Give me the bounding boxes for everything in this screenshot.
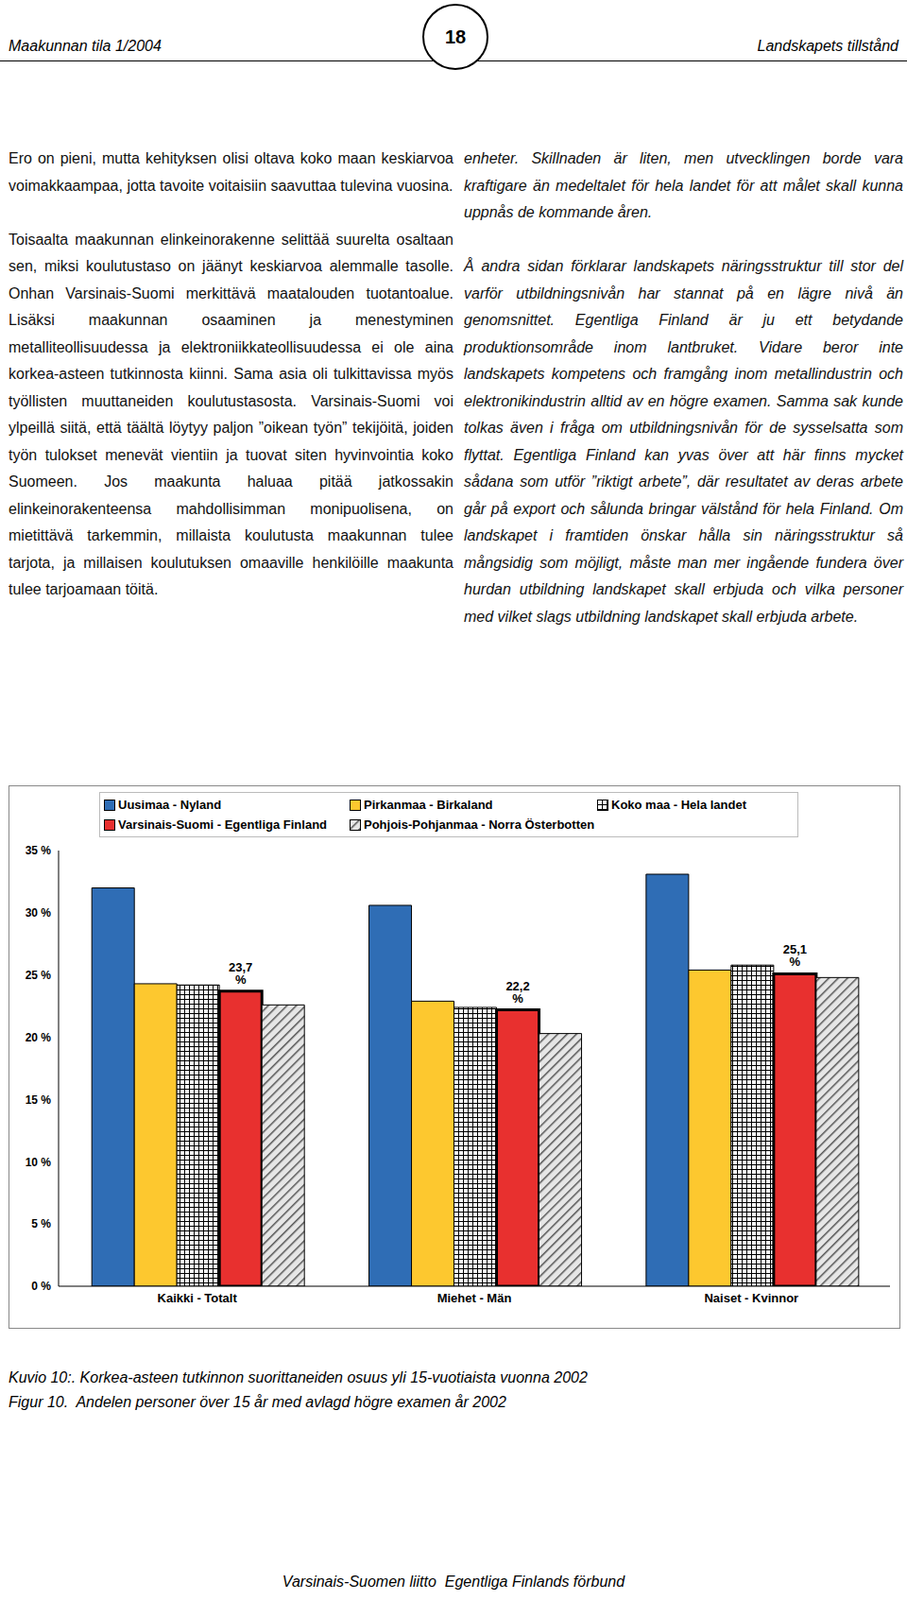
svg-text:Naiset - Kvinnor: Naiset - Kvinnor [703,1290,799,1305]
svg-text:25 %: 25 % [25,968,52,982]
html-text:Pirkanmaa - Birkaland: Pirkanmaa - Birkaland [363,797,493,812]
html-text:18: 18 [444,25,466,47]
html-text:Koko maa - Hela landet: Koko maa - Hela landet [611,797,747,812]
svg-text:0 %: 0 % [31,1279,52,1293]
html-text:Varsinais-Suomi - Egentliga Fi: Varsinais-Suomi - Egentliga Finland [118,817,327,832]
html-text:enheter. Skillnaden är liten,: enheter. Skillnaden är liten, men utveck… [463,150,904,221]
html-text:Kuvio 10:. Korkea-asteen tutki: Kuvio 10:. Korkea-asteen tutkinnon suori… [8,1369,588,1386]
svg-text:15 %: 15 % [25,1093,52,1107]
svg-text:23,7%: 23,7% [228,959,253,987]
svg-text:Miehet - Män: Miehet - Män [437,1290,513,1305]
svg-text:Kaikki - Totalt: Kaikki - Totalt [157,1290,239,1305]
html-text:Figur 10. Andelen personer öve: Figur 10. Andelen personer över 15 år me… [8,1393,507,1410]
svg-text:5 %: 5 % [31,1216,52,1231]
svg-text:30 %: 30 % [25,906,52,920]
svg-text:22,2%: 22,2% [505,978,530,1006]
html-text:Pohjois-Pohjanmaa - Norra Öste: Pohjois-Pohjanmaa - Norra Österbotten [363,817,595,832]
svg-text:10 %: 10 % [25,1155,52,1169]
html-text:Å andra sidan förklarar landsk: Å andra sidan förklarar landskapets näri… [463,257,904,625]
html-text:Uusimaa - Nyland: Uusimaa - Nyland [118,797,222,812]
html-text:Ero on pieni, mutta kehityksen: Ero on pieni, mutta kehityksen olisi olt… [8,150,454,194]
svg-text:20 %: 20 % [25,1030,52,1044]
svg-text:25,1%: 25,1% [783,941,807,969]
html-text:Toisaalta maakunnan elinkeinor: Toisaalta maakunnan elinkeinorakenne sel… [8,231,454,598]
html-text:Varsinais-Suomen liitto Egentl: Varsinais-Suomen liitto Egentliga Finlan… [282,1573,625,1590]
html-text:Landskapets tillstånd: Landskapets tillstånd [757,37,899,54]
html-text:Maakunnan tila 1/2004: Maakunnan tila 1/2004 [8,37,162,54]
svg-text:35 %: 35 % [25,843,52,857]
